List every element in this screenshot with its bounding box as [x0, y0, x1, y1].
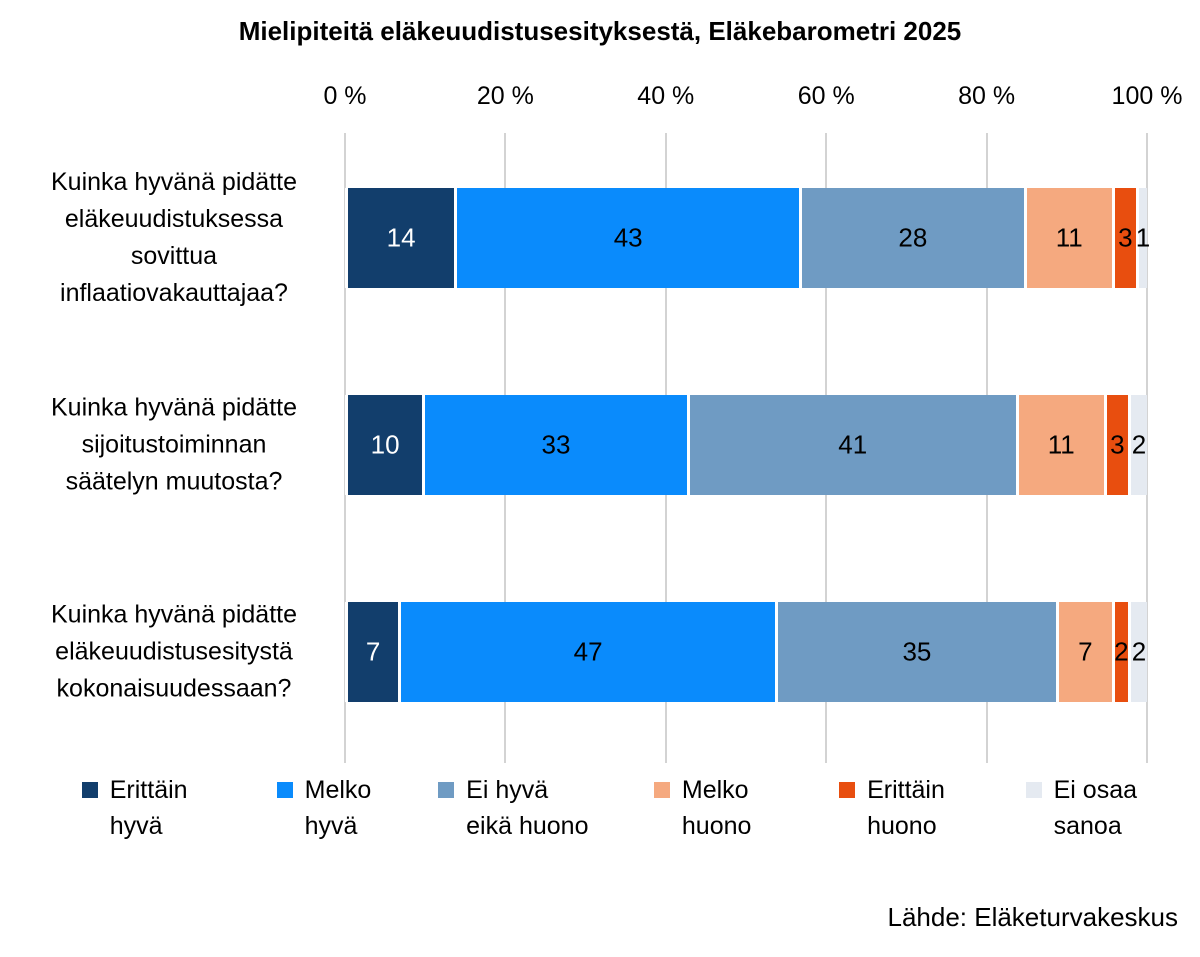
legend-swatch-icon — [839, 782, 856, 798]
chart-rows: Kuinka hyvänä pidätte eläkeuudistuksessa s… — [0, 168, 1200, 804]
category-label-line: Kuinka hyvänä pidätte — [50, 168, 297, 196]
legend-label: Melko huono — [682, 772, 752, 844]
legend-label-line: hyvä — [304, 812, 358, 840]
legend-label: Ei hyvä eikä huono — [466, 772, 588, 844]
legend-swatch-icon — [276, 782, 293, 798]
bar-segment: 3 — [1106, 395, 1131, 495]
legend-label-line: sanoa — [1053, 812, 1122, 840]
category-label: Kuinka hyvänä pidätte sijoitustoiminnan sä… — [18, 390, 330, 501]
data-label: 35 — [902, 636, 932, 667]
data-label: 2 — [1131, 636, 1147, 667]
category-label-line: eläkeuudistusesitystä — [55, 637, 293, 666]
data-label: 2 — [1131, 429, 1147, 460]
axis-tick-label: 40 % — [637, 82, 695, 110]
legend-item: Melko huono — [653, 772, 752, 844]
bar-segment: 33 — [425, 395, 690, 495]
bar-segment: 28 — [802, 188, 1027, 288]
data-label: 3 — [1118, 222, 1133, 253]
data-label: 47 — [573, 636, 603, 667]
bar-segment: 7 — [345, 602, 402, 702]
data-label: 2 — [1114, 636, 1129, 667]
category-label-line: Kuinka hyvänä pidätte — [50, 393, 297, 422]
legend-label-line: eikä huono — [466, 812, 589, 840]
bar-segment: 43 — [457, 188, 803, 288]
legend-label-line: Ei hyvä — [466, 776, 549, 804]
bar-segment: 10 — [345, 395, 426, 495]
bar-segment: 2 — [1114, 602, 1131, 702]
gridline — [1146, 133, 1148, 763]
legend-label-line: hyvä — [109, 812, 163, 840]
legend-label-line: Erittäin — [867, 776, 945, 804]
bar-segment: 11 — [1018, 395, 1107, 495]
bar-segment: 3 — [1114, 188, 1139, 288]
category-label-line: kokonaisuudessaan? — [56, 674, 292, 703]
stacked-bar: 10 33 41 11 3 2 — [345, 395, 1147, 495]
legend-label: Melko hyvä — [305, 772, 372, 844]
bar-segment: 47 — [401, 602, 779, 702]
bar-segment: 2 — [1130, 602, 1147, 702]
axis-tick-label: 60 % — [797, 82, 855, 110]
data-label: 43 — [613, 222, 643, 253]
legend-label: Erittäin huono — [867, 772, 945, 844]
bar-segment: 35 — [778, 602, 1059, 702]
legend-label: Ei osaa sanoa — [1054, 772, 1137, 844]
legend-swatch-icon — [438, 782, 455, 798]
legend-label-line: Melko — [304, 776, 372, 804]
axis-tick-label: 100 % — [1111, 82, 1183, 110]
data-label: 11 — [1055, 222, 1083, 253]
data-label: 41 — [838, 429, 868, 460]
source-note: Lähde: Eläketurvakeskus — [887, 902, 1178, 932]
category-label-line: säätelyn muutosta? — [65, 467, 283, 496]
chart-title: Mielipiteitä eläkeuudistusesityksestä, E… — [238, 16, 962, 46]
axis-tick-label: 20 % — [476, 82, 534, 110]
legend-swatch-icon — [81, 782, 98, 798]
bar-segment: 41 — [689, 395, 1019, 495]
bar-segment: 1 — [1135, 188, 1151, 288]
legend-item: Ei osaa sanoa — [1025, 772, 1137, 844]
legend-item: Melko hyvä — [276, 772, 372, 844]
legend-item: Erittäin hyvä — [81, 772, 188, 844]
legend-label-line: huono — [867, 812, 937, 840]
chart-row: Kuinka hyvänä pidätte eläkeuudistusesitys… — [0, 601, 1200, 703]
legend-label-line: Melko — [681, 776, 749, 804]
bar-segment: 7 — [1058, 602, 1115, 702]
data-label: 7 — [365, 636, 381, 667]
legend-label: Erittäin hyvä — [110, 772, 188, 844]
bar-segment: 11 — [1026, 188, 1115, 288]
legend-item: Erittäin huono — [839, 772, 945, 844]
bar-segment: 2 — [1130, 395, 1147, 495]
axis-tick-label: 0 % — [323, 82, 367, 110]
axis-ticks: 0 % 20 % 40 % 60 % 80 % 100 % — [323, 82, 1182, 114]
category-label-line: eläkeuudistuksessa — [64, 205, 284, 233]
data-label: 11 — [1047, 429, 1075, 460]
category-label: Kuinka hyvänä pidätte eläkeuudistusesitys… — [18, 597, 330, 708]
legend: Erittäin hyvä Melko hyvä Ei hyvä eikä huono Me… — [40, 772, 1176, 844]
legend-item: Ei hyvä eikä huono — [438, 772, 588, 844]
data-label: 33 — [541, 429, 571, 460]
data-label: 10 — [370, 429, 400, 460]
legend-label-line: Erittäin — [109, 776, 188, 804]
data-label: 3 — [1110, 429, 1125, 460]
category-label: Kuinka hyvänä pidätte eläkeuudistuksessa s… — [18, 164, 330, 312]
data-label: 14 — [386, 222, 416, 253]
category-label-line: sovittua — [130, 242, 218, 270]
legend-label-line: huono — [681, 812, 752, 840]
data-label: 7 — [1078, 636, 1093, 667]
legend-label-line: Ei osaa — [1053, 776, 1138, 804]
axis-tick-label: 80 % — [958, 82, 1016, 110]
data-label: 28 — [898, 222, 928, 253]
bar-segment: 14 — [345, 188, 458, 288]
category-label-line: inflaatiovakauttajaa? — [60, 279, 288, 307]
chart-row: Kuinka hyvänä pidätte sijoitustoiminnan sä… — [0, 394, 1200, 496]
stacked-bar: 14 43 28 11 3 1 — [345, 188, 1151, 288]
stacked-bar: 7 47 35 7 2 2 — [345, 602, 1147, 702]
category-label-line: sijoitustoiminnan — [81, 430, 267, 459]
chart-row: Kuinka hyvänä pidätte eläkeuudistuksessa s… — [0, 168, 1200, 307]
data-label: 1 — [1135, 222, 1151, 253]
legend-swatch-icon — [1025, 782, 1042, 798]
category-label-line: Kuinka hyvänä pidätte — [50, 600, 297, 629]
legend-swatch-icon — [653, 782, 670, 798]
